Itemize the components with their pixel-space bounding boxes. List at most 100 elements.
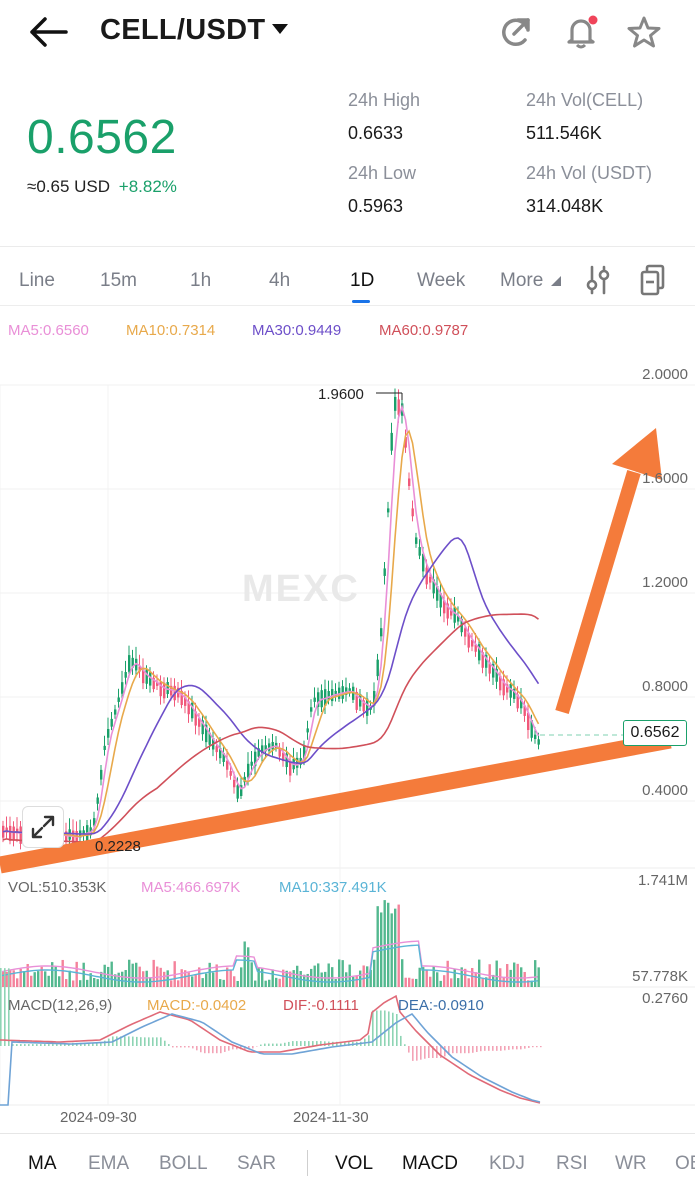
macd-histogram-bar [368,1035,370,1046]
divider [0,1133,695,1134]
volume-bar [68,970,71,987]
macd-histogram-bar [540,1046,542,1048]
caret-down-icon[interactable] [272,24,288,34]
tab-1h[interactable]: 1h [190,270,212,291]
low-value: 0.5963 [348,196,404,216]
pair-title[interactable]: CELL/USDT [100,14,266,46]
macd-histogram-bar [124,1036,126,1046]
macd-histogram-bar [152,1037,154,1046]
macd-histogram-bar [52,1044,54,1046]
candle [345,687,348,695]
tab-1d[interactable]: 1D [350,270,375,291]
candle [443,600,446,614]
macd-params-legend: MACD(12,26,9) [8,997,113,1014]
volume-bar [429,976,432,987]
candle [131,657,134,668]
candle [506,684,509,693]
macd-histogram-bar [516,1046,518,1050]
volume-bar [418,967,421,987]
macd-histogram-bar [484,1046,486,1051]
ma5-legend: MA5:0.6560 [8,322,89,339]
volume-bar [527,980,530,987]
volume-bar [530,980,533,987]
sliders-icon[interactable] [580,262,616,298]
volume-ma5-line [1,940,538,979]
star-icon[interactable] [624,12,664,52]
refresh-share-icon[interactable] [497,12,537,52]
macd-histogram-bar [100,1042,102,1046]
macd-histogram-bar [12,1044,14,1046]
volume-bar [362,965,365,987]
indicator-tab-kdj[interactable]: KDJ [489,1153,525,1174]
macd-histogram-bar [508,1046,510,1050]
candle [187,701,190,715]
volume-bar [425,970,428,987]
indicator-tab-obv[interactable]: OBV [675,1153,695,1174]
indicator-tab-ema[interactable]: EMA [88,1153,130,1174]
macd-histogram-bar [116,1036,118,1046]
expand-icon[interactable] [22,806,64,848]
low-marker-label: 0.2228 [95,838,141,855]
macd-histogram-bar [348,1041,350,1046]
volume-bar [152,959,155,987]
tab-15m[interactable]: 15m [100,270,137,291]
candle [310,707,313,712]
trend-arrow [555,469,641,715]
volume-bar [131,963,134,987]
copy-icon[interactable] [634,262,670,298]
volume-bar [467,978,470,987]
candle [72,830,75,846]
indicator-tab-rsi[interactable]: RSI [556,1153,588,1174]
volume-bar [439,980,442,987]
back-arrow-icon[interactable] [28,12,68,52]
indicator-tab-boll[interactable]: BOLL [159,1153,208,1174]
macd-histogram-bar [452,1046,454,1054]
candle [303,745,306,760]
candle [100,769,103,780]
macd-histogram-bar [208,1046,210,1054]
volume-bar [121,971,124,987]
volume-bar [187,972,190,987]
indicator-tab-vol[interactable]: VOL [335,1153,374,1174]
tab-week[interactable]: Week [417,270,466,291]
kline-chart[interactable] [0,340,695,1130]
candle [446,603,449,619]
volume-bar [30,975,33,987]
macd-histogram-bar [44,1044,46,1046]
bell-icon[interactable] [561,12,601,52]
macd-histogram-bar [104,1040,106,1046]
high-value: 0.6633 [348,123,404,143]
candle [9,825,12,841]
candle [264,745,267,752]
indicator-tab-wr[interactable]: WR [615,1153,647,1174]
volume-bar [492,974,495,987]
volume-bar [142,971,145,987]
indicator-tab-macd[interactable]: MACD [402,1153,458,1174]
volume-bar [243,941,246,987]
macd-histogram-bar [24,1044,26,1046]
macd-histogram-bar [60,1044,62,1046]
tab-4h[interactable]: 4h [269,270,291,291]
macd-histogram-bar [284,1042,286,1046]
candle [467,632,470,648]
macd-histogram-bar [460,1046,462,1054]
trend-arrow-head [612,428,662,480]
indicator-tab-ma[interactable]: MA [28,1153,57,1174]
volume-bar [506,964,509,987]
macd-histogram-bar [176,1046,178,1048]
macd-histogram-bar [376,1010,378,1046]
volume-bar [254,980,257,987]
volume-bar [16,978,19,987]
volume-bar [250,962,253,987]
indicator-tab-sar[interactable]: SAR [237,1153,277,1174]
volume-bar [285,970,288,987]
candle [478,644,481,661]
candle [334,690,337,697]
tab-more[interactable]: More [500,270,561,292]
candle [135,658,138,671]
volume-bar [240,967,243,987]
candle [96,797,99,804]
volume-bar [201,978,204,987]
candle [327,691,330,701]
tab-line[interactable]: Line [19,270,55,291]
